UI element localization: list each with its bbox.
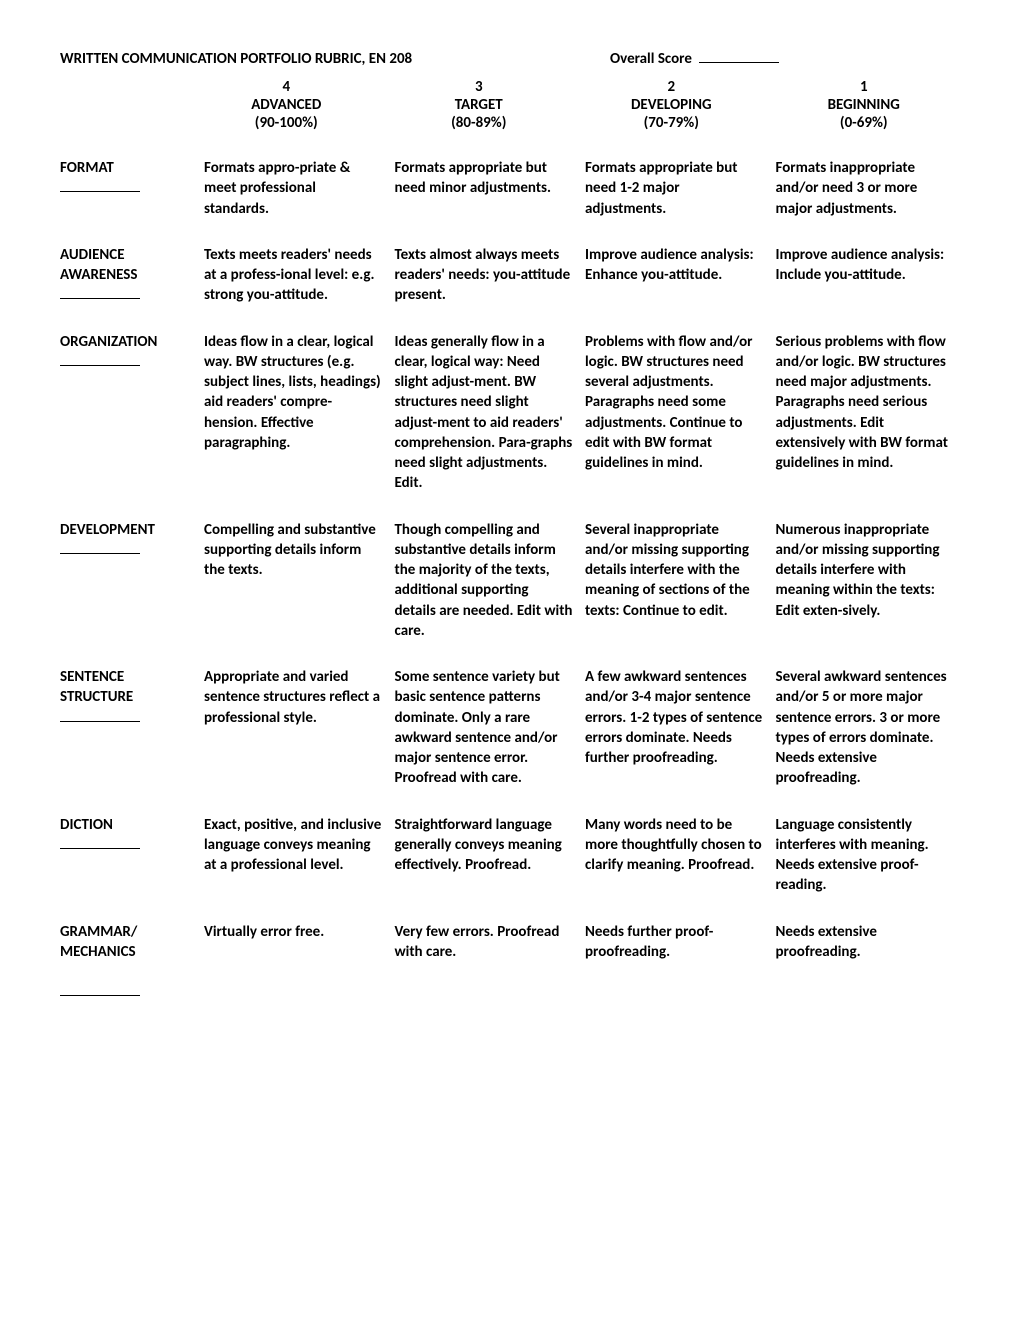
cell: Some sentence variety but basic sentence… (389, 667, 580, 789)
row-format: FORMAT Formats appro-priate & meet profe… (60, 158, 960, 219)
cell: Exact, positive, and inclusive language … (198, 815, 389, 896)
criterion-development: DEVELOPMENT (60, 520, 198, 642)
cell: Formats inappropriate and/or need 3 or m… (770, 158, 961, 219)
level-range: (70-79%) (581, 114, 762, 132)
level-header-row: 4 ADVANCED (90-100%) 3 TARGET (80-89%) 2… (60, 78, 960, 132)
cell: Formats appro-priate & meet professional… (198, 158, 389, 219)
cell: Numerous inappropriate and/or missing su… (770, 520, 961, 642)
cell: Texts almost always meets readers' needs… (389, 245, 580, 306)
score-blank[interactable] (60, 721, 140, 722)
cell: Serious problems with flow and/or logic.… (770, 332, 961, 494)
criterion-sentence: SENTENCE STRUCTURE (60, 667, 198, 789)
level-num: 2 (581, 78, 762, 96)
score-blank[interactable] (60, 191, 140, 192)
level-3: 3 TARGET (80-89%) (383, 78, 576, 132)
cell: Several inappropriate and/or missing sup… (579, 520, 770, 642)
cell: Formats appropriate but need minor adjus… (389, 158, 580, 219)
criterion-audience: AUDIENCE AWARENESS (60, 245, 198, 306)
cell: Ideas flow in a clear, logical way. BW s… (198, 332, 389, 494)
cell: Though compelling and substantive detail… (389, 520, 580, 642)
criterion-spacer (60, 78, 190, 132)
level-range: (0-69%) (774, 114, 955, 132)
score-text: Overall Score (610, 50, 692, 68)
level-name: TARGET (389, 96, 570, 114)
cell: Very few errors. Proofread with care. (389, 922, 580, 1003)
criterion-format: FORMAT (60, 158, 198, 219)
overall-score-label: Overall Score (610, 50, 960, 68)
criterion-text: SENTENCE STRUCTURE (60, 667, 190, 708)
row-diction: DICTION Exact, positive, and inclusive l… (60, 815, 960, 896)
score-blank[interactable] (699, 62, 779, 63)
criterion-grammar: GRAMMAR/ MECHANICS (60, 922, 198, 1003)
cell: Improve audience analysis: Enhance you-a… (579, 245, 770, 306)
criterion-organization: ORGANIZATION (60, 332, 198, 494)
criterion-text: GRAMMAR/ MECHANICS (60, 922, 190, 963)
cell: Ideas generally flow in a clear, logical… (389, 332, 580, 494)
level-num: 1 (774, 78, 955, 96)
level-name: BEGINNING (774, 96, 955, 114)
cell: A few awkward sentences and/or 3-4 major… (579, 667, 770, 789)
cell: Language consistently interferes with me… (770, 815, 961, 896)
cell: Formats appropriate but need 1-2 major a… (579, 158, 770, 219)
cell: Appropriate and varied sentence structur… (198, 667, 389, 789)
score-blank[interactable] (60, 553, 140, 554)
cell: Several awkward sentences and/or 5 or mo… (770, 667, 961, 789)
level-range: (90-100%) (196, 114, 377, 132)
cell: Straightforward language generally conve… (389, 815, 580, 896)
cell: Problems with flow and/or logic. BW stru… (579, 332, 770, 494)
criterion-text: DEVELOPMENT (60, 520, 190, 540)
level-name: ADVANCED (196, 96, 377, 114)
level-4: 4 ADVANCED (90-100%) (190, 78, 383, 132)
score-blank[interactable] (60, 365, 140, 366)
level-range: (80-89%) (389, 114, 570, 132)
criterion-text: FORMAT (60, 158, 190, 178)
row-sentence: SENTENCE STRUCTURE Appropriate and varie… (60, 667, 960, 789)
level-num: 4 (196, 78, 377, 96)
score-blank[interactable] (60, 848, 140, 849)
cell: Texts meets readers' needs at a profess-… (198, 245, 389, 306)
cell: Compelling and substantive supporting de… (198, 520, 389, 642)
criterion-diction: DICTION (60, 815, 198, 896)
level-num: 3 (389, 78, 570, 96)
cell: Many words need to be more thoughtfully … (579, 815, 770, 896)
criterion-text: DICTION (60, 815, 190, 835)
score-blank[interactable] (60, 298, 140, 299)
row-organization: ORGANIZATION Ideas flow in a clear, logi… (60, 332, 960, 494)
row-audience: AUDIENCE AWARENESS Texts meets readers' … (60, 245, 960, 306)
criterion-text: ORGANIZATION (60, 332, 190, 352)
header-row: WRITTEN COMMUNICATION PORTFOLIO RUBRIC, … (60, 50, 960, 68)
level-2: 2 DEVELOPING (70-79%) (575, 78, 768, 132)
rubric-title: WRITTEN COMMUNICATION PORTFOLIO RUBRIC, … (60, 50, 610, 68)
cell: Needs further proof-proofreading. (579, 922, 770, 1003)
row-development: DEVELOPMENT Compelling and substantive s… (60, 520, 960, 642)
level-1: 1 BEGINNING (0-69%) (768, 78, 961, 132)
cell: Virtually error free. (198, 922, 389, 1003)
level-name: DEVELOPING (581, 96, 762, 114)
score-blank[interactable] (60, 995, 140, 996)
row-grammar: GRAMMAR/ MECHANICS Virtually error free.… (60, 922, 960, 1003)
cell: Needs extensive proofreading. (770, 922, 961, 1003)
criterion-text: AUDIENCE AWARENESS (60, 245, 190, 286)
cell: Improve audience analysis: Include you-a… (770, 245, 961, 306)
